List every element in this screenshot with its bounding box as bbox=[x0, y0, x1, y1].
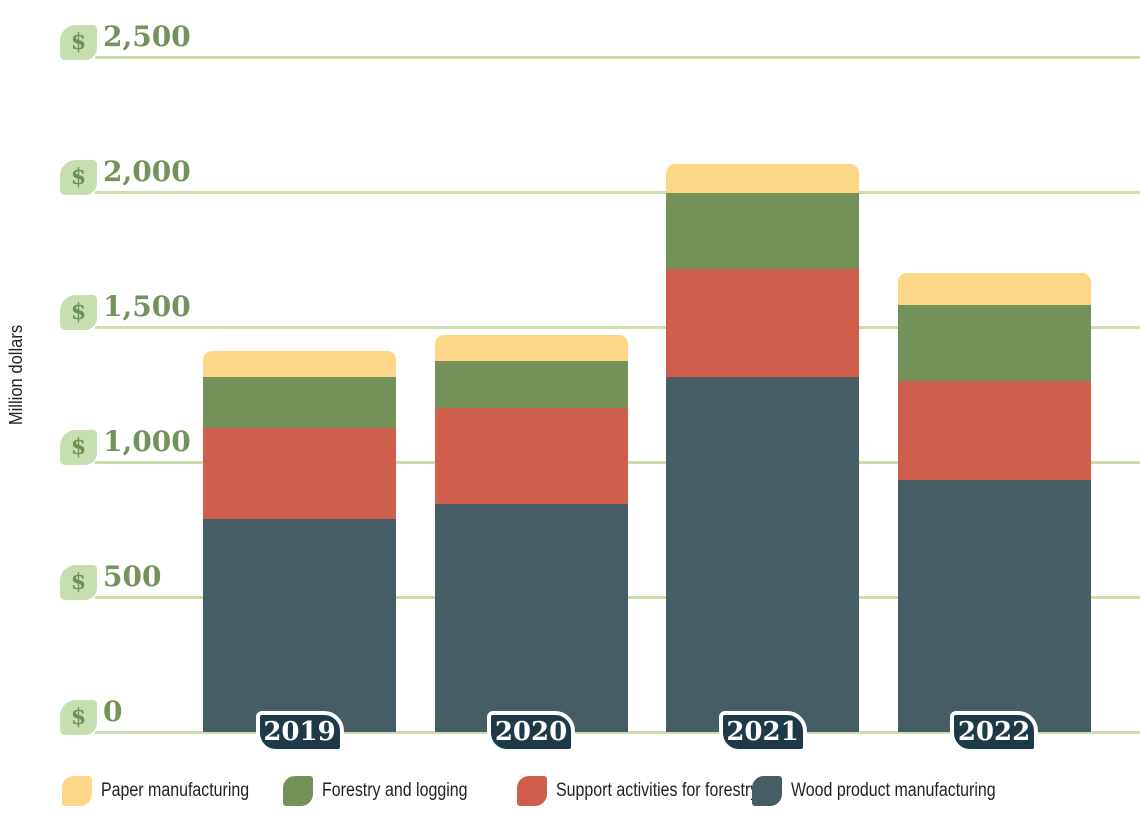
legend-swatch-icon bbox=[283, 775, 313, 806]
bar-segment-wood-product-manufacturing-2019 bbox=[203, 518, 396, 732]
bar-segment-paper-manufacturing-2022 bbox=[897, 273, 1091, 306]
y-tick-currency-badge: $ bbox=[60, 160, 97, 195]
bar-segment-paper-manufacturing-2021 bbox=[666, 163, 859, 194]
bar-segment-paper-manufacturing-2019 bbox=[203, 351, 396, 377]
bar-segment-wood-product-manufacturing-2020 bbox=[434, 503, 628, 732]
legend-swatch-icon bbox=[517, 775, 547, 806]
gridline-2000 bbox=[95, 190, 1140, 194]
legend-item-wood-product-manufacturing: Wood product manufacturing bbox=[752, 775, 1035, 806]
y-tick-currency-badge: $ bbox=[60, 565, 97, 600]
bar-segment-forestry-and-logging-2021 bbox=[666, 193, 859, 269]
bar-segment-wood-product-manufacturing-2021 bbox=[666, 376, 859, 732]
dollar-icon: $ bbox=[70, 434, 87, 460]
dollar-icon: $ bbox=[70, 164, 87, 190]
legend-item-support-activities-for-forestry: Support activities for forestry bbox=[517, 775, 797, 806]
y-tick-label: 2,500 bbox=[103, 20, 191, 53]
legend-label: Support activities for forestry bbox=[556, 779, 759, 801]
y-tick-label: 500 bbox=[103, 560, 162, 593]
legend-item-paper-manufacturing: Paper manufacturing bbox=[62, 775, 277, 806]
y-tick-label: 0 bbox=[103, 695, 123, 728]
legend-label: Paper manufacturing bbox=[101, 779, 250, 801]
bar-2019 bbox=[203, 351, 396, 732]
bar-segment-support-activities-for-forestry-2019 bbox=[203, 428, 396, 519]
bar-2020 bbox=[434, 335, 628, 732]
bar-segment-wood-product-manufacturing-2022 bbox=[897, 479, 1091, 732]
dollar-icon: $ bbox=[70, 299, 87, 325]
bar-segment-forestry-and-logging-2022 bbox=[897, 305, 1091, 381]
bar-segment-paper-manufacturing-2020 bbox=[434, 335, 628, 361]
gridline-1500 bbox=[95, 325, 1140, 329]
x-tick-badge-2019: 2019 bbox=[255, 711, 344, 753]
bar-segment-support-activities-for-forestry-2022 bbox=[897, 381, 1091, 480]
dollar-icon: $ bbox=[70, 569, 87, 595]
legend-label: Wood product manufacturing bbox=[791, 779, 996, 801]
bar-segment-forestry-and-logging-2019 bbox=[203, 376, 396, 429]
y-tick-label: 1,000 bbox=[103, 425, 191, 458]
gridline-0 bbox=[95, 730, 1140, 734]
dollar-icon: $ bbox=[70, 29, 87, 55]
y-axis-title: Million dollars bbox=[6, 324, 26, 426]
bar-segment-forestry-and-logging-2020 bbox=[434, 360, 628, 408]
dollar-icon: $ bbox=[70, 704, 87, 730]
legend-swatch-icon bbox=[62, 775, 92, 806]
y-tick-currency-badge: $ bbox=[60, 700, 97, 735]
y-tick-currency-badge: $ bbox=[60, 430, 97, 465]
bar-2021 bbox=[666, 163, 859, 732]
x-tick-badge-2022: 2022 bbox=[950, 711, 1038, 753]
x-tick-badge-2021: 2021 bbox=[718, 711, 807, 753]
legend-item-forestry-and-logging: Forestry and logging bbox=[283, 775, 495, 806]
bar-segment-support-activities-for-forestry-2020 bbox=[434, 408, 628, 504]
x-tick-badge-2020: 2020 bbox=[487, 711, 575, 753]
bar-2022 bbox=[897, 273, 1091, 732]
y-tick-label: 1,500 bbox=[103, 290, 191, 323]
gridline-2500 bbox=[95, 55, 1140, 59]
legend-label: Forestry and logging bbox=[322, 779, 468, 801]
bar-segment-support-activities-for-forestry-2021 bbox=[666, 268, 859, 377]
y-tick-currency-badge: $ bbox=[60, 295, 97, 330]
y-tick-label: 2,000 bbox=[103, 155, 191, 188]
y-tick-currency-badge: $ bbox=[60, 25, 97, 60]
legend-swatch-icon bbox=[752, 775, 782, 806]
